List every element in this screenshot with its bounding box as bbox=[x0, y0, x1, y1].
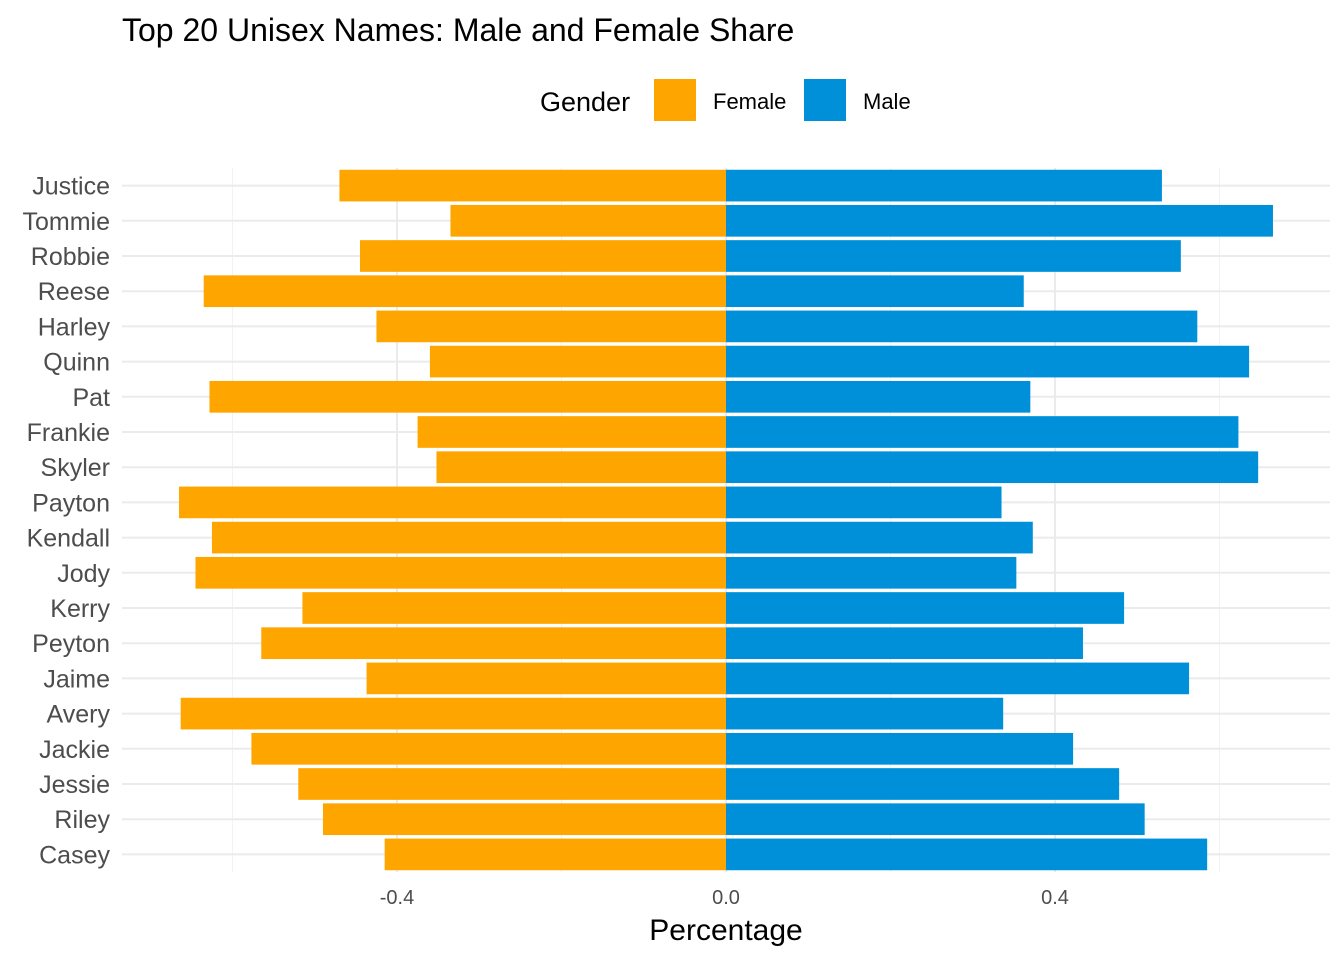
bar-male-frankie bbox=[726, 416, 1239, 448]
y-tick-label: Casey bbox=[39, 841, 110, 869]
y-tick-label: Kerry bbox=[50, 595, 110, 623]
x-axis-title: Percentage bbox=[649, 914, 802, 947]
bar-male-skyler bbox=[726, 451, 1259, 484]
chart-title: Top 20 Unisex Names: Male and Female Sha… bbox=[122, 12, 794, 48]
bar-female-payton bbox=[179, 486, 727, 519]
x-tick-label: 0.0 bbox=[712, 887, 740, 909]
bar-male-jaime bbox=[726, 662, 1190, 695]
grid-layer bbox=[122, 168, 1330, 872]
y-tick-label: Kendall bbox=[27, 525, 110, 553]
x-tick-label: -0.4 bbox=[380, 887, 414, 909]
bar-male-jackie bbox=[726, 732, 1074, 765]
bar-female-tommie bbox=[450, 204, 726, 237]
bar-male-riley bbox=[726, 803, 1145, 836]
y-tick-label: Justice bbox=[32, 173, 110, 201]
bar-female-casey bbox=[384, 838, 726, 871]
bar-male-justice bbox=[726, 169, 1162, 202]
y-tick-label: Harley bbox=[38, 313, 111, 341]
bar-female-jaime bbox=[366, 662, 726, 695]
y-tick-label: Jackie bbox=[39, 736, 110, 764]
bar-female-jody bbox=[195, 556, 727, 589]
y-tick-label: Payton bbox=[32, 489, 110, 517]
y-tick-label: Robbie bbox=[31, 243, 110, 271]
bar-female-kendall bbox=[211, 521, 726, 554]
y-tick-label: Pat bbox=[72, 384, 110, 412]
bar-male-kendall bbox=[726, 521, 1033, 554]
bar-male-jessie bbox=[726, 768, 1120, 800]
y-tick-label: Jody bbox=[57, 560, 110, 588]
y-tick-label: Skyler bbox=[41, 454, 110, 482]
bar-female-robbie bbox=[359, 240, 726, 272]
legend-title: Gender bbox=[540, 87, 630, 117]
y-tick-label: Tommie bbox=[22, 208, 110, 236]
bar-layer bbox=[179, 169, 1273, 871]
bar-male-tommie bbox=[726, 204, 1273, 237]
bar-female-skyler bbox=[436, 451, 726, 484]
y-tick-label: Jessie bbox=[39, 771, 110, 799]
bar-male-kerry bbox=[726, 592, 1125, 624]
bar-female-justice bbox=[339, 169, 726, 202]
bar-male-peyton bbox=[726, 627, 1083, 660]
y-tick-label: Frankie bbox=[27, 419, 110, 447]
bar-female-harley bbox=[376, 310, 726, 343]
bar-female-peyton bbox=[261, 627, 726, 660]
bar-male-casey bbox=[726, 838, 1208, 871]
bar-female-frankie bbox=[417, 416, 726, 448]
legend-swatch-female bbox=[654, 79, 696, 121]
bar-male-reese bbox=[726, 275, 1024, 308]
bar-male-avery bbox=[726, 697, 1004, 730]
y-tick-label: Jaime bbox=[43, 665, 110, 693]
bar-male-robbie bbox=[726, 240, 1181, 272]
bar-female-avery bbox=[180, 697, 726, 730]
y-tick-label: Reese bbox=[38, 278, 110, 306]
bar-female-pat bbox=[209, 380, 727, 413]
legend-label-female: Female bbox=[713, 89, 786, 114]
legend: Gender Female Male bbox=[540, 79, 911, 121]
y-tick-label: Quinn bbox=[43, 349, 110, 377]
bar-male-jody bbox=[726, 556, 1017, 589]
legend-label-male: Male bbox=[863, 89, 911, 114]
legend-swatch-male bbox=[804, 79, 846, 121]
bar-female-jackie bbox=[251, 732, 727, 765]
bar-female-jessie bbox=[298, 768, 726, 800]
bar-male-quinn bbox=[726, 345, 1250, 378]
bar-female-riley bbox=[322, 803, 726, 836]
x-tick-label: 0.4 bbox=[1041, 887, 1069, 909]
bar-male-harley bbox=[726, 310, 1198, 343]
y-tick-label: Peyton bbox=[32, 630, 110, 658]
label-layer: Justice Tommie Robbie Reese Harley Quinn Pat Fr… bbox=[22, 173, 1068, 909]
y-tick-label: Riley bbox=[54, 806, 110, 834]
bar-male-payton bbox=[726, 486, 1002, 519]
bar-female-quinn bbox=[429, 345, 726, 378]
bar-male-pat bbox=[726, 380, 1031, 413]
y-tick-label: Avery bbox=[47, 701, 111, 729]
bar-female-kerry bbox=[302, 592, 726, 624]
bar-female-reese bbox=[203, 275, 726, 308]
